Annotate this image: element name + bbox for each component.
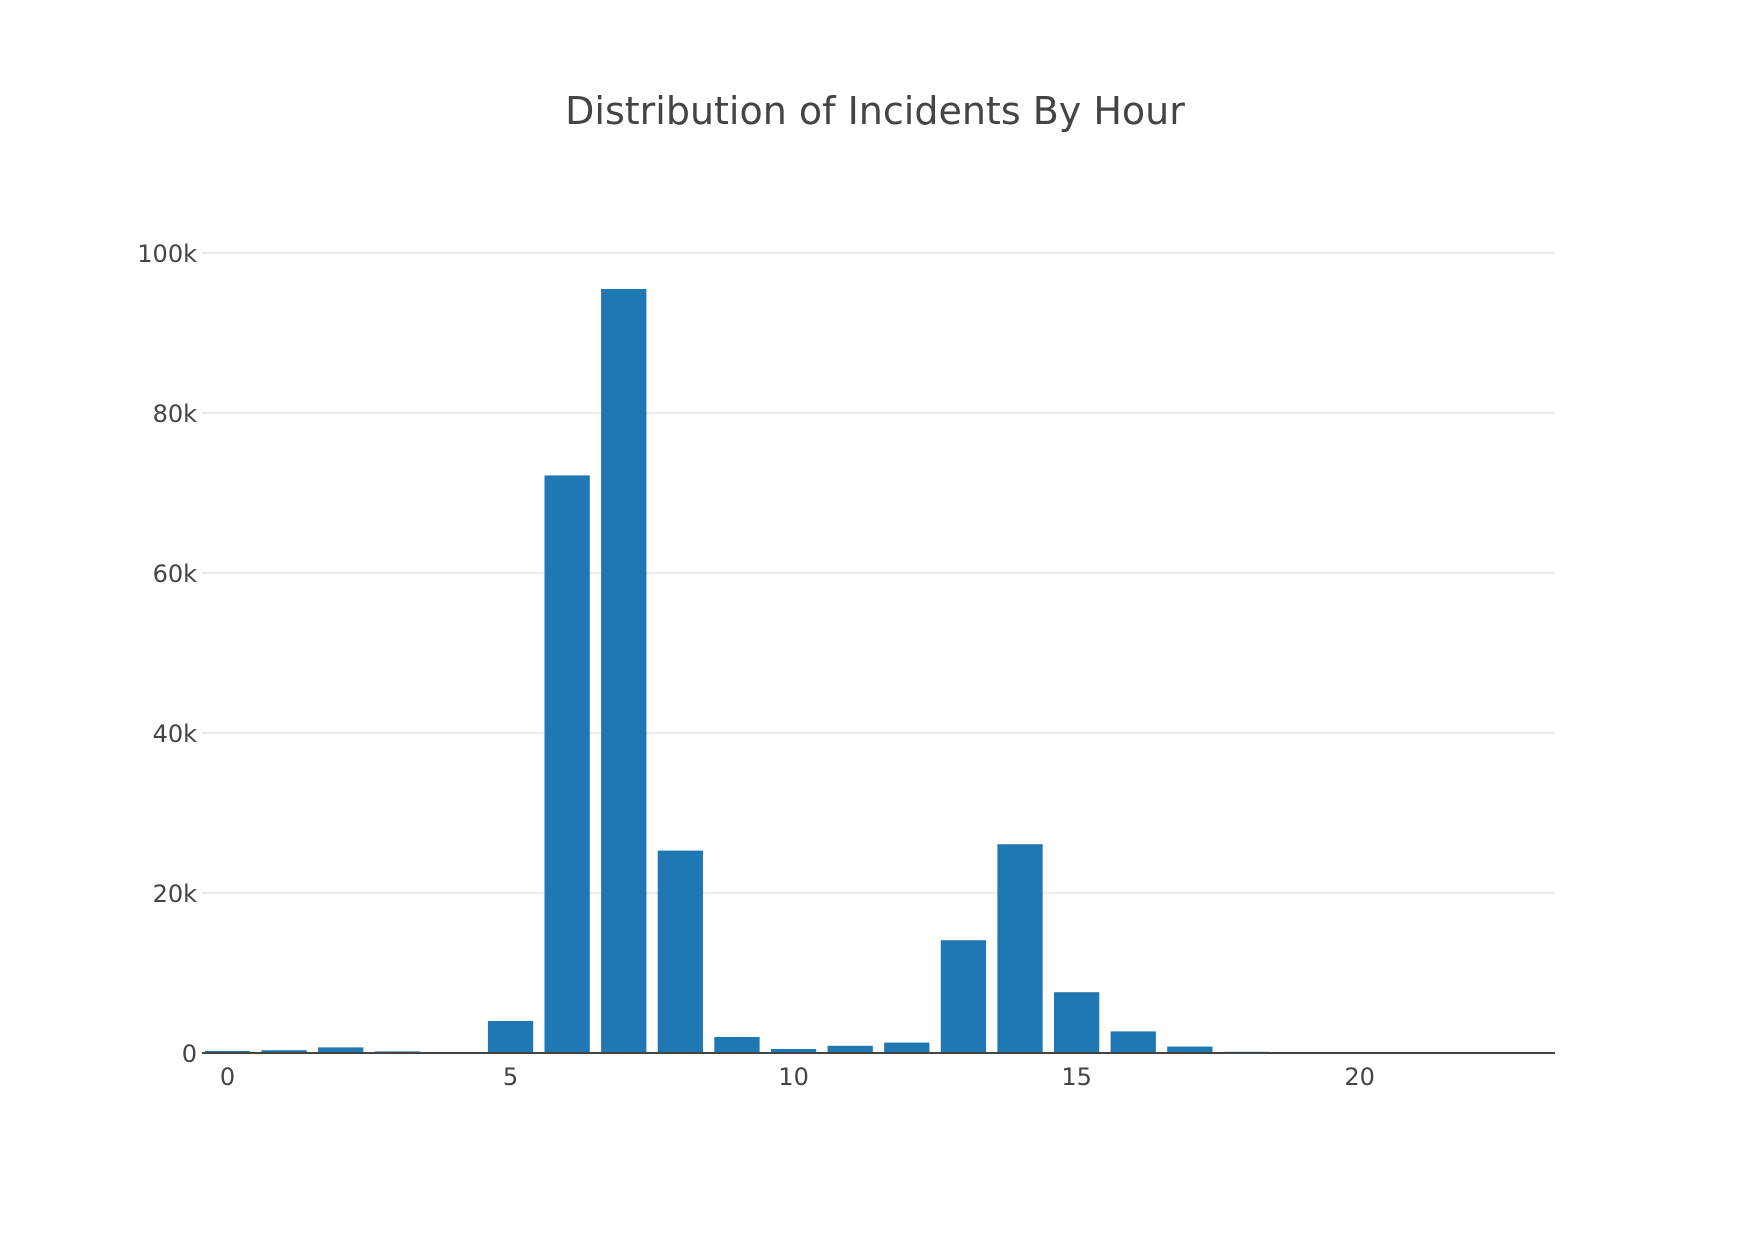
x-tick-label: 5 (503, 1063, 518, 1091)
y-tick-label: 0 (182, 1040, 197, 1068)
bar (1167, 1046, 1213, 1053)
x-tick-label: 15 (1061, 1063, 1092, 1091)
y-tick-label: 60k (153, 560, 198, 588)
bar (1110, 1031, 1156, 1053)
bar (884, 1042, 930, 1053)
bar (827, 1045, 873, 1053)
x-axis-tick-labels: 0 5 10 15 20 (220, 1063, 1375, 1091)
bar (657, 850, 704, 1053)
y-tick-label: 80k (153, 400, 198, 428)
gridlines (202, 251, 1555, 895)
bar (714, 1037, 760, 1053)
bar (997, 844, 1043, 1053)
bar (261, 1050, 307, 1053)
bar (940, 940, 987, 1053)
y-tick-label: 100k (137, 240, 197, 268)
bar (487, 1021, 534, 1053)
x-tick-label: 0 (220, 1063, 235, 1091)
x-tick-label: 10 (778, 1063, 809, 1091)
x-tick-label: 20 (1344, 1063, 1375, 1091)
y-tick-label: 20k (153, 880, 198, 908)
bar (318, 1047, 364, 1053)
bars (204, 289, 1553, 1053)
y-tick-label: 40k (153, 720, 198, 748)
chart-title: Distribution of Incidents By Hour (565, 89, 1185, 133)
y-axis-tick-labels: 0 20k 40k 60k 80k 100k (137, 240, 197, 1068)
bar (770, 1049, 817, 1053)
bar (1053, 992, 1100, 1053)
bar (601, 289, 647, 1053)
bar (544, 475, 590, 1053)
